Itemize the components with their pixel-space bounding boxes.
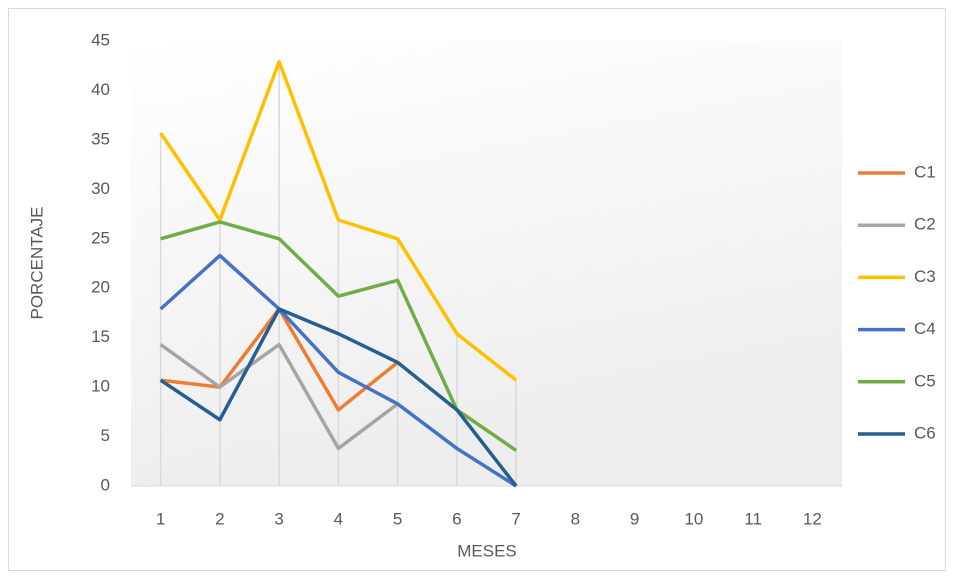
y-tick-label: 20: [91, 278, 110, 297]
y-tick-label: 15: [91, 327, 110, 346]
x-tick-label: 3: [274, 509, 283, 528]
legend-label: C1: [914, 162, 936, 181]
series-line: [159, 342, 399, 451]
y-axis-label: PORCENTAJE: [27, 206, 46, 319]
y-tick-label: 45: [91, 30, 110, 49]
legend-label: C3: [914, 267, 936, 286]
x-tick-label: 12: [803, 509, 822, 528]
x-tick-label: 10: [684, 509, 703, 528]
y-tick-label: 10: [91, 377, 110, 396]
y-tick-label: 5: [101, 426, 110, 445]
series-line: [159, 60, 518, 382]
plot-area: [131, 41, 842, 486]
x-tick-label: 6: [452, 509, 461, 528]
x-tick-label: 4: [334, 509, 343, 528]
legend-label: C6: [914, 423, 936, 442]
y-tick-label: 35: [91, 129, 110, 148]
x-tick-label: 8: [571, 509, 580, 528]
x-tick-label: 2: [215, 509, 224, 528]
legend-label: C4: [914, 319, 936, 338]
y-tick-label: 30: [91, 179, 110, 198]
x-tick-label: 1: [156, 509, 165, 528]
y-tick-label: 25: [91, 228, 110, 247]
legend-label: C5: [914, 371, 936, 390]
x-axis-label: MESES: [457, 541, 517, 560]
series-line: [159, 253, 518, 488]
x-tick-label: 9: [630, 509, 639, 528]
y-tick-label: 0: [101, 475, 110, 494]
y-tick-label: 40: [91, 80, 110, 99]
series-line: [159, 307, 518, 488]
x-tick-label: 11: [744, 509, 762, 528]
legend-label: C2: [914, 215, 936, 234]
x-tick-label: 5: [393, 509, 402, 528]
x-tick-label: 7: [511, 509, 520, 528]
